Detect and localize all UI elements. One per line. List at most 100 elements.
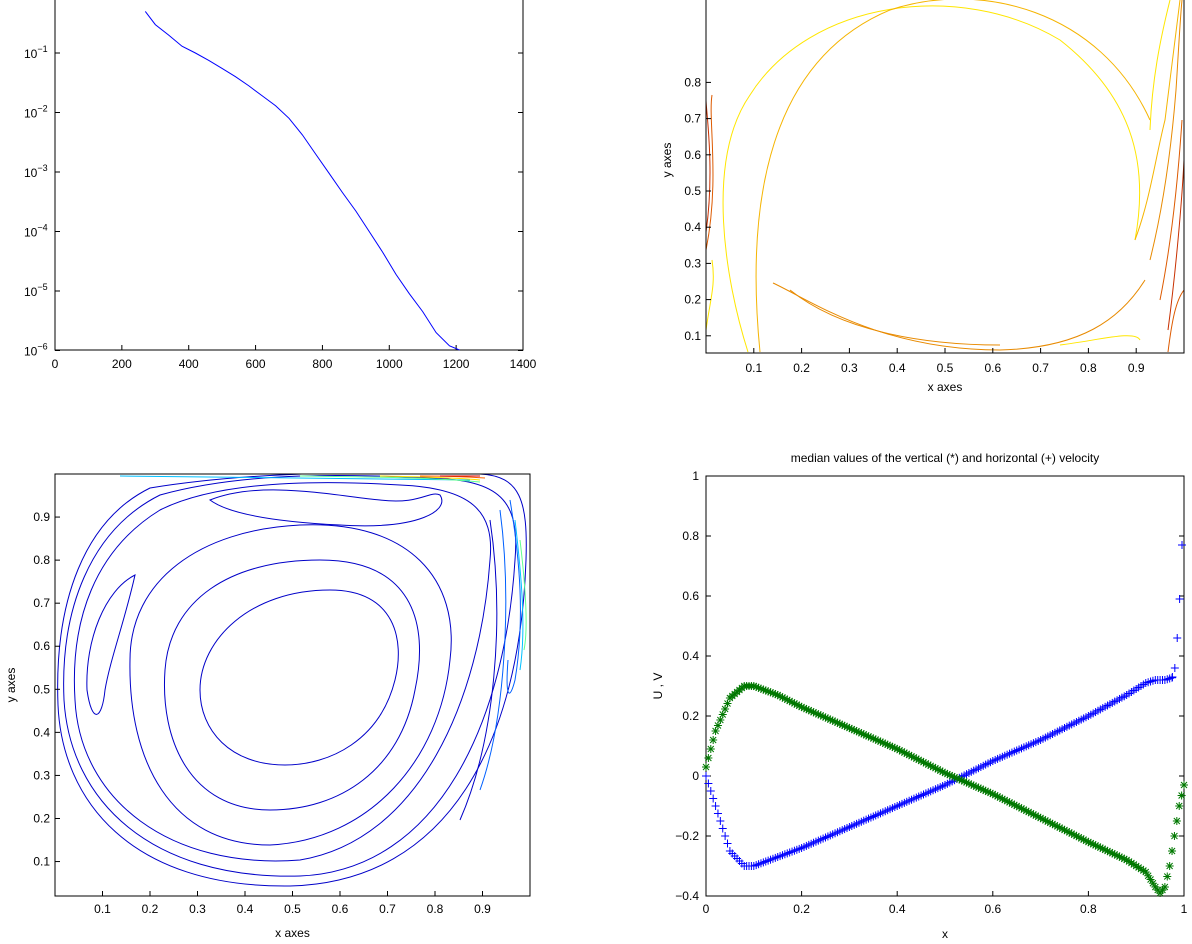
x-tick-label: 0.8	[427, 902, 444, 916]
x-tick-label: 0.6	[332, 902, 349, 916]
x-tick-label: 0.8	[1080, 361, 1097, 375]
contour-line	[1149, 0, 1171, 131]
data-point	[709, 736, 718, 744]
y-tick-label: 0.6	[684, 148, 701, 162]
y-tick-label: 0.1	[684, 329, 701, 343]
data-point	[716, 716, 725, 724]
contour-line	[1167, 289, 1184, 353]
plot-frame	[705, 0, 1185, 354]
x-tick-label: 0	[703, 902, 710, 916]
x-tick-label: 0.1	[94, 902, 111, 916]
data-point	[718, 710, 727, 719]
contour-line	[459, 519, 498, 821]
marker-stroke	[707, 745, 715, 753]
x-tick-label: 1000	[376, 357, 403, 371]
contour-line	[299, 475, 481, 483]
marker-stroke	[709, 736, 717, 744]
x-tick-label: 0.7	[1032, 361, 1049, 375]
y-tick-label: 0.8	[682, 529, 699, 543]
x-tick-label: 0.4	[237, 902, 254, 916]
contour-line	[208, 489, 443, 527]
contour-line	[789, 289, 1001, 346]
x-tick-label: 0.3	[841, 361, 858, 375]
contour-line	[419, 475, 486, 479]
x-axis-label: x axes	[275, 926, 310, 940]
y-tick-label: 0.7	[684, 112, 701, 126]
y-tick-label: 0.2	[684, 293, 701, 307]
marker-stroke	[1168, 847, 1176, 855]
data-point	[709, 794, 718, 803]
x-tick-label: 0.5	[937, 361, 954, 375]
plot-frame	[705, 475, 1185, 897]
velocity-plot: 0 0.2 0.4 0.6 0.8 1 1 0.8 0.6 0.4 0.2 0 −0.2 −0.4 medi…	[651, 451, 1188, 941]
data-point	[704, 779, 713, 788]
marker-stroke	[1175, 802, 1183, 810]
data-point	[1046, 818, 1055, 827]
x-axis-label: x	[942, 927, 948, 941]
contour-line	[1167, 159, 1184, 331]
y-tick-label: 0.5	[33, 682, 50, 696]
x-tick-label: 0.4	[889, 361, 906, 375]
y-tick-label: 0.7	[33, 596, 50, 610]
data-point	[723, 839, 732, 848]
y-tick-label: −0.4	[675, 889, 699, 903]
data-point	[1178, 541, 1186, 549]
data-point	[1170, 832, 1179, 840]
marker-stroke	[1149, 879, 1157, 887]
marker-stroke	[1166, 862, 1174, 870]
marker-stroke	[705, 754, 712, 762]
x-tick-label: 0.1	[745, 361, 762, 375]
y-tick-label: 0	[692, 769, 699, 783]
convergence-plot: 0 200 400 600 800 1000 1200 1400 10−1 10−2 10−3 10−…	[24, 0, 537, 371]
y-tick-label: 10−2	[24, 104, 48, 121]
y-tick-label: 0.8	[33, 553, 50, 567]
marker-stroke	[1178, 792, 1185, 799]
contour-line	[514, 519, 524, 671]
y-tick-label: 0.3	[33, 768, 50, 782]
contour-line	[199, 589, 399, 766]
x-tick-label: 1200	[443, 357, 470, 371]
y-tick-label: 10−5	[24, 282, 48, 299]
data-point	[1177, 791, 1186, 800]
y-tick-label: 10−3	[24, 163, 48, 180]
data-point	[1175, 802, 1184, 810]
contour-line	[519, 539, 527, 651]
data-point	[716, 817, 725, 825]
pressure-contour-plot: 0.1 0.2 0.3 0.4 0.5 0.6 0.7 0.8 0.9 0.1 0.2 0.3 0.4 0…	[660, 0, 1185, 394]
contour-lines	[57, 474, 527, 887]
y-tick-label: 0.3	[684, 256, 701, 270]
data-point	[1170, 664, 1179, 672]
x-tick-label: 0.8	[1080, 902, 1097, 916]
horizontal-velocity-series	[702, 541, 1186, 870]
x-tick-label: 0.2	[142, 902, 159, 916]
contour-line	[73, 482, 492, 862]
contour-line	[163, 559, 421, 811]
x-tick-label: 0.3	[189, 902, 206, 916]
x-tick-label: 0.4	[889, 902, 906, 916]
y-axis-label: U , V	[651, 673, 665, 700]
x-tick-label: 400	[179, 357, 199, 371]
data-point	[1173, 634, 1182, 642]
marker-stroke	[1163, 873, 1171, 880]
marker-stroke	[702, 763, 710, 771]
contour-line	[706, 259, 714, 331]
vertical-velocity-series	[702, 682, 1188, 897]
x-tick-label: 0.9	[474, 902, 491, 916]
data-point	[1168, 847, 1177, 855]
y-axis-label: y axes	[660, 143, 674, 178]
y-tick-label: −0.2	[675, 829, 699, 843]
y-tick-label: 0.1	[33, 855, 50, 869]
y-tick-label: 10−6	[24, 342, 48, 359]
y-tick-label: 0.9	[33, 510, 50, 524]
data-point	[1165, 862, 1174, 870]
marker-stroke	[1147, 876, 1154, 883]
contour-line	[1134, 0, 1181, 241]
contour-line	[706, 99, 711, 233]
contour-line	[1149, 0, 1183, 261]
data-point	[721, 832, 730, 840]
contour-line	[722, 5, 1141, 353]
data-point	[1175, 595, 1184, 603]
contour-lines	[706, 0, 1184, 353]
data-point	[1163, 872, 1172, 881]
